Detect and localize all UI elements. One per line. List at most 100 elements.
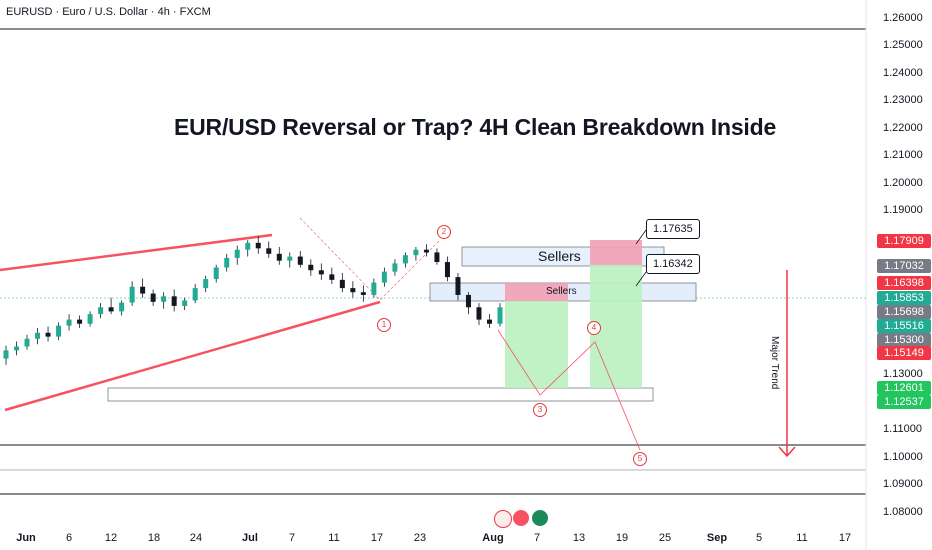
- candle-body: [476, 307, 482, 320]
- trend-arrow-head: [778, 446, 796, 458]
- wave-path-upper: [299, 217, 441, 301]
- time-tick: 17: [838, 532, 852, 544]
- candle-body: [24, 338, 30, 347]
- price-tick: 1.24000: [883, 66, 923, 79]
- price-tick: 1.23000: [883, 94, 923, 107]
- price-label: 1.12601: [877, 381, 931, 395]
- candle-body: [434, 252, 440, 263]
- candle-body: [35, 332, 41, 339]
- price-tick: 1.20000: [883, 176, 923, 189]
- time-tick: 7: [288, 532, 296, 544]
- price-label: 1.15300: [877, 333, 931, 347]
- globe-icon[interactable]: [532, 510, 548, 526]
- candle-body: [308, 264, 314, 271]
- candle-body: [140, 286, 146, 294]
- time-tick: 19: [615, 532, 629, 544]
- candle-body: [14, 346, 20, 351]
- price-tick: 1.13000: [883, 368, 923, 381]
- time-tick: 25: [658, 532, 672, 544]
- channel-upper-line: [0, 233, 273, 272]
- candle-body: [287, 256, 293, 261]
- candle-body: [465, 294, 471, 308]
- symbol-header: EURUSD · Euro / U.S. Dollar · 4h · FXCM: [6, 6, 211, 18]
- candle-body: [413, 249, 419, 256]
- channel-lower-line: [4, 300, 381, 412]
- candle-body: [77, 319, 83, 324]
- flag-icon[interactable]: [513, 510, 529, 526]
- callout-leader-1: [635, 229, 647, 245]
- lightning-icon[interactable]: [494, 510, 512, 528]
- candle-body: [66, 319, 72, 326]
- candle-body: [423, 249, 429, 253]
- wave-1-marker: 1: [377, 318, 391, 332]
- sellers-label-lower: Sellers: [546, 286, 577, 297]
- price-tick: 1.11000: [883, 423, 922, 436]
- candle-body: [119, 302, 125, 312]
- time-tick: 5: [755, 532, 763, 544]
- candle-body: [402, 255, 408, 264]
- time-tick: Jul: [242, 532, 258, 544]
- wave-5-marker: 5: [633, 452, 647, 466]
- candle-body: [266, 248, 272, 254]
- time-tick: 11: [796, 532, 808, 544]
- candle-body: [203, 279, 209, 289]
- candle-body: [171, 296, 177, 306]
- candle-body: [161, 296, 167, 302]
- candle-body: [444, 262, 450, 278]
- candle-body: [255, 242, 261, 249]
- price-tick: 1.10000: [883, 450, 923, 463]
- sellers-label-upper: Sellers: [538, 248, 581, 264]
- time-tick: Aug: [482, 532, 504, 544]
- price-label: 1.15516: [877, 319, 931, 333]
- candle-body: [245, 242, 251, 250]
- price-tick: 1.09000: [883, 478, 923, 491]
- price-tick: 1.26000: [883, 12, 923, 24]
- price-tick: 1.22000: [883, 121, 923, 134]
- price-tick: 1.25000: [883, 39, 923, 52]
- wave-path-lower: [497, 329, 641, 451]
- stop-zone-1: [505, 283, 568, 301]
- price-label: 1.15698: [877, 305, 931, 319]
- wave-3-marker: 3: [533, 403, 547, 417]
- candle-body: [339, 279, 345, 289]
- candle-body: [486, 319, 492, 324]
- candle-body: [192, 288, 198, 301]
- price-tick: 1.21000: [883, 149, 923, 162]
- candle-body: [87, 314, 93, 324]
- candle-body: [329, 274, 335, 280]
- candle-body: [276, 253, 282, 261]
- price-callout-1: 1.17635: [646, 219, 700, 239]
- time-tick: 23: [413, 532, 427, 544]
- price-label: 1.17909: [877, 234, 931, 248]
- candle-body: [371, 282, 377, 295]
- major-trend-label: Major Trend: [769, 336, 780, 390]
- candle-body: [392, 263, 398, 272]
- price-callout-2: 1.16342: [646, 254, 700, 274]
- time-tick: 24: [189, 532, 203, 544]
- wave-2-marker: 2: [437, 225, 451, 239]
- candle-body: [318, 270, 324, 275]
- time-tick: 7: [533, 532, 541, 544]
- price-tick: 1.19000: [883, 203, 923, 216]
- time-tick: 18: [147, 532, 161, 544]
- time-tick: Sep: [706, 532, 728, 544]
- candle-body: [497, 307, 503, 324]
- callout-leader-2: [635, 271, 647, 287]
- price-label: 1.15149: [877, 346, 931, 360]
- stop-zone-2: [590, 240, 642, 265]
- candle-body: [381, 271, 387, 283]
- wave-4-marker: 4: [587, 321, 601, 335]
- time-tick: 12: [104, 532, 118, 544]
- price-label: 1.16398: [877, 276, 931, 290]
- candle-body: [150, 293, 156, 302]
- time-tick: 6: [65, 532, 73, 544]
- candle-body: [224, 257, 230, 268]
- price-label: 1.17032: [877, 259, 931, 273]
- target-zone-1: [505, 301, 568, 388]
- price-tick: 1.08000: [883, 505, 923, 518]
- candle-body: [350, 288, 356, 293]
- candle-body: [108, 307, 114, 312]
- candle-body: [360, 292, 366, 295]
